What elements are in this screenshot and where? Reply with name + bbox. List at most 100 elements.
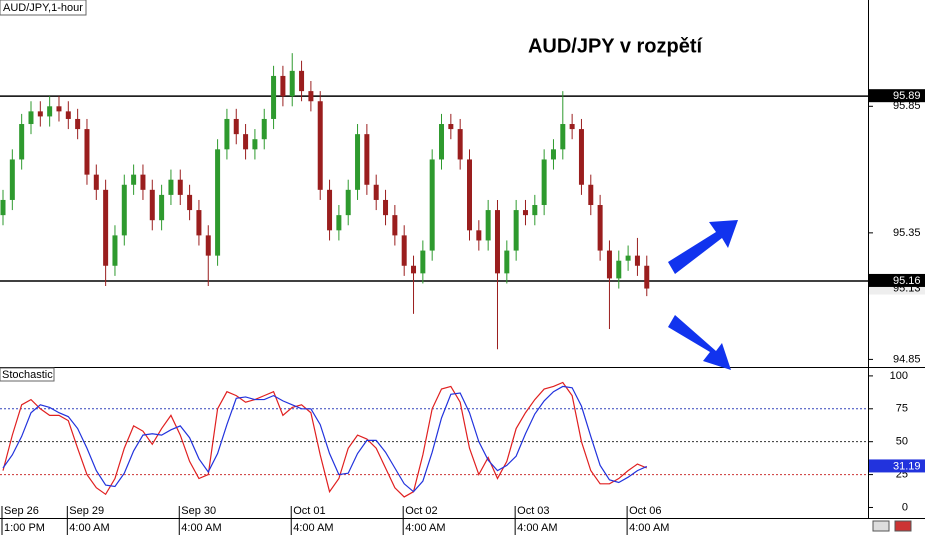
symbol-label: AUD/JPY,1-hour (3, 2, 83, 14)
candle-body (252, 139, 258, 150)
candle-body (625, 255, 631, 261)
candle-body (513, 210, 519, 251)
candle-body (140, 174, 146, 190)
candle-body (439, 124, 445, 160)
x-time-label: 4:00 AM (517, 522, 557, 534)
candle-body (522, 210, 528, 216)
icon (894, 520, 912, 532)
level-label: 95.16 (893, 275, 921, 287)
candle-body (383, 199, 389, 216)
stoch-tick-label: 75 (896, 403, 908, 415)
corner-icons (872, 520, 912, 532)
candle-body (411, 265, 417, 274)
stoch-line (2, 381, 648, 498)
candle-body (103, 189, 109, 266)
candle-body (504, 250, 510, 274)
y-tick-label: 95.35 (893, 227, 921, 239)
candle-body (634, 255, 640, 266)
x-time-label: 4:00 AM (69, 522, 109, 534)
candle-body (168, 179, 174, 195)
candle-body (233, 118, 239, 135)
candle-body (243, 134, 249, 150)
x-date-label: Oct 03 (517, 505, 549, 517)
arrow-up (668, 220, 738, 274)
candle-body (65, 111, 71, 119)
x-time-label: 4:00 AM (629, 522, 669, 534)
candle-body (93, 174, 99, 190)
candle-body (47, 106, 53, 117)
indicator-box (0, 367, 55, 382)
x-date-label: Sep 29 (69, 505, 104, 517)
candle-body (569, 124, 575, 130)
candle-body (597, 205, 603, 251)
candle-body (205, 235, 211, 256)
candle-body (28, 111, 34, 125)
candle-body (550, 149, 556, 160)
candle-body (616, 260, 622, 279)
candle-body (37, 111, 43, 117)
stoch-tick-label: 50 (896, 436, 908, 448)
icon (872, 520, 890, 532)
candle-body (392, 215, 398, 236)
candle-body (121, 184, 127, 236)
x-time-label: 1:00 PM (4, 522, 45, 534)
x-time-label: 4:00 AM (293, 522, 333, 534)
x-time-label: 4:00 AM (181, 522, 221, 534)
y-tick-label: 95.85 (893, 100, 921, 112)
x-date-label: Oct 01 (293, 505, 325, 517)
candle-body (149, 189, 155, 221)
stoch-last-label: 31.19 (893, 460, 921, 472)
candle-body (606, 250, 612, 279)
candle-body (364, 134, 370, 185)
candle-body (485, 210, 491, 241)
candle-body (215, 149, 221, 256)
candle-body (429, 159, 435, 251)
level-box (869, 89, 925, 103)
candle-body (261, 118, 267, 140)
level-box (869, 273, 925, 287)
candle-body (56, 106, 62, 112)
candle-body (0, 199, 6, 216)
candle-body (84, 129, 90, 175)
y-tick-label: 94.85 (893, 353, 921, 365)
candle-body (494, 210, 500, 274)
candle-body (448, 124, 454, 130)
candle-body (159, 194, 165, 221)
level-label: 95.89 (893, 90, 921, 102)
chart-title: AUD/JPY v rozpětí (528, 35, 704, 57)
candle-body (19, 124, 25, 160)
symbol-box (0, 0, 87, 16)
candle-body (336, 215, 342, 231)
candle-body (280, 75, 286, 97)
candle-body (467, 159, 472, 231)
stoch-last-box (869, 459, 925, 473)
x-date-label: Sep 30 (181, 505, 216, 517)
x-date-label: Sep 26 (4, 505, 39, 517)
candle-body (420, 250, 426, 274)
candle-body (532, 205, 538, 216)
stoch-tick-label: 0 (902, 501, 908, 513)
candle-body (457, 129, 463, 160)
arrows (668, 220, 738, 370)
candle-body (373, 184, 379, 200)
x-date-label: Oct 06 (629, 505, 661, 517)
candle-body (112, 235, 118, 266)
stoch-tick-label: 100 (890, 370, 908, 382)
indicator-title: Stochastic (2, 369, 53, 381)
x-time-label: 4:00 AM (405, 522, 445, 534)
candle-body (224, 118, 230, 150)
candle-body (299, 70, 305, 92)
candle-body (187, 194, 193, 211)
candle-body (196, 210, 202, 236)
candle-body (289, 70, 295, 97)
x-date-label: Oct 02 (405, 505, 437, 517)
candle-body (541, 159, 547, 206)
stoch-line (2, 385, 648, 493)
candle-body (327, 189, 333, 231)
arrow-down (668, 315, 731, 370)
candle-body (401, 235, 407, 266)
candle-body (578, 129, 584, 185)
